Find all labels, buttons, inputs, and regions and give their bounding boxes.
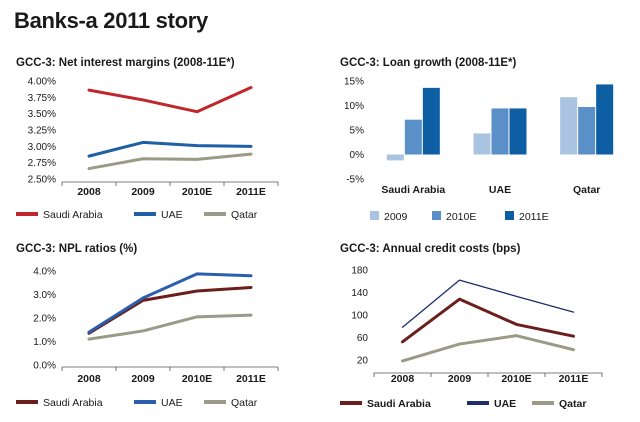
chart-panel-npl: GCC-3: NPL ratios (%) 0.0% 1.0% 2.0% 3.0% 4.… (16, 243, 316, 418)
ytick-loan-1: 0% (350, 150, 365, 161)
x-label-loan-1: UAE (489, 184, 511, 196)
legend-label-credit-saudi-arabia: Saudi Arabia (367, 398, 431, 410)
bar-loan-uae-2011e (509, 108, 527, 155)
series-line-nim-qatar (87, 152, 253, 171)
series-line-npl-uae (87, 272, 253, 334)
legend-swatch-loan-2010e (432, 211, 441, 220)
bar-loan-saudi-arabia-2010e (404, 119, 422, 155)
chart-title-loan: GCC-3: Loan growth (2008-11E*) (340, 57, 517, 69)
bar-loan-uae-2009 (473, 133, 491, 155)
chart-title-credit: GCC-3: Annual credit costs (bps) (340, 243, 521, 255)
x-label-loan-2: Qatar (573, 184, 600, 196)
series-line-npl-saudi-arabia (87, 285, 253, 335)
bar-loan-saudi-arabia-2009 (386, 154, 404, 161)
x-label-nim-1: 2009 (131, 186, 155, 198)
ytick-nim-5: 3.75% (28, 93, 56, 104)
ytick-nim-2: 3.00% (28, 142, 56, 153)
x-label-npl-3: 2011E (236, 373, 266, 385)
ytick-loan-3: 10% (344, 101, 364, 112)
ytick-nim-3: 3.25% (28, 126, 56, 137)
ytick-loan-2: 5% (350, 126, 365, 137)
x-label-npl-1: 2009 (131, 373, 155, 385)
legend-label-loan-2011e: 2011E (519, 211, 549, 223)
chart-nim: 2.50% 2.75% 3.00% 3.25% 3.50% 3.75% 4.00% 2008 2… (16, 77, 279, 221)
ytick-loan-0: -5% (346, 175, 364, 186)
series-line-nim-saudi-arabia (87, 86, 253, 114)
ytick-credit-0: 20 (357, 355, 369, 366)
x-label-credit-2: 2010E (501, 373, 531, 385)
ytick-credit-1: 60 (357, 333, 369, 344)
x-label-npl-0: 2008 (77, 373, 101, 385)
x-label-credit-3: 2011E (559, 373, 589, 385)
ytick-credit-3: 140 (351, 288, 368, 299)
legend-label-credit-qatar: Qatar (559, 398, 586, 410)
chart-title-npl: GCC-3: NPL ratios (%) (16, 243, 138, 255)
legend-swatch-loan-2011e (505, 211, 514, 220)
page-title: Banks-a 2011 story (14, 8, 208, 33)
legend-label-nim-uae: UAE (161, 209, 183, 221)
legend-label-credit-uae: UAE (494, 398, 516, 410)
series-line-credit-uae (401, 279, 575, 328)
ytick-nim-0: 2.50% (28, 175, 56, 186)
legend-label-nim-qatar: Qatar (231, 209, 258, 221)
bar-loan-qatar-2011e (596, 84, 614, 155)
bar-loan-uae-2010e (491, 108, 509, 155)
bar-loan-saudi-arabia-2011e (422, 87, 440, 155)
ytick-credit-2: 100 (351, 310, 368, 321)
x-label-credit-1: 2009 (448, 373, 472, 385)
ytick-npl-0: 0.0% (33, 361, 56, 372)
x-label-nim-2: 2010E (182, 186, 212, 198)
ytick-nim-4: 3.50% (28, 109, 56, 120)
series-line-nim-uae (87, 140, 253, 158)
legend-label-npl-saudi-arabia: Saudi Arabia (43, 397, 103, 409)
legend-label-loan-2009: 2009 (384, 211, 408, 223)
x-label-npl-2: 2010E (182, 373, 212, 385)
legend-label-npl-uae: UAE (161, 397, 183, 409)
ytick-loan-4: 15% (344, 77, 364, 88)
ytick-nim-1: 2.75% (28, 158, 56, 169)
ytick-npl-4: 4.0% (33, 267, 56, 278)
chart-credit: 20 60 100 140 180 2008 2009 2010E 2011E Saudi Ara… (340, 266, 603, 410)
series-line-credit-qatar (401, 334, 575, 363)
ytick-nim-6: 4.00% (28, 77, 56, 88)
chart-panel-nim: GCC-3: Net interest margins (2008-11E*) … (16, 57, 316, 223)
ytick-npl-2: 2.0% (33, 314, 56, 325)
legend-label-nim-saudi-arabia: Saudi Arabia (43, 209, 103, 221)
legend-label-loan-2010e: 2010E (446, 211, 476, 223)
chart-title-nim: GCC-3: Net interest margins (2008-11E*) (16, 57, 235, 69)
x-label-nim-0: 2008 (77, 186, 101, 198)
x-label-nim-3: 2011E (236, 186, 266, 198)
ytick-npl-3: 3.0% (33, 290, 56, 301)
series-line-npl-qatar (87, 313, 253, 341)
ytick-credit-4: 180 (351, 266, 368, 277)
series-line-credit-saudi-arabia (401, 297, 575, 344)
x-label-loan-0: Saudi Arabia (381, 184, 445, 196)
chart-npl: 0.0% 1.0% 2.0% 3.0% 4.0% 2008 2009 2010E 2011E Sa… (16, 267, 279, 409)
bar-loan-qatar-2010e (578, 106, 596, 155)
chart-loan: -5% 0% 5% 10% 15% Saudi Arabia UAE Qatar 2009 201… (344, 77, 614, 223)
ytick-npl-1: 1.0% (33, 337, 56, 348)
chart-panel-loan: GCC-3: Loan growth (2008-11E*) -5% 0% 5% 10… (340, 57, 635, 227)
legend-swatch-loan-2009 (370, 211, 379, 220)
bar-loan-qatar-2009 (560, 97, 578, 155)
legend-label-npl-qatar: Qatar (231, 397, 258, 409)
x-label-credit-0: 2008 (391, 373, 415, 385)
chart-panel-credit: GCC-3: Annual credit costs (bps) 20 60 100… (340, 243, 635, 418)
